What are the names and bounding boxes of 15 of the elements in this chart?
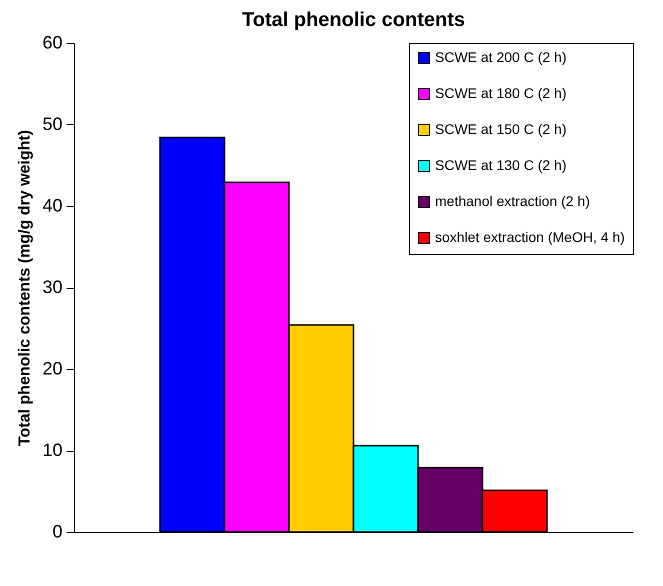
legend-label: SCWE at 130 C (2 h) xyxy=(435,157,566,173)
y-axis-title: Total phenolic contents (mg/g dry weight) xyxy=(16,130,34,446)
y-tick-label: 30 xyxy=(42,277,62,297)
legend-label: soxhlet extraction (MeOH, 4 h) xyxy=(435,229,625,245)
y-tick-label: 60 xyxy=(42,32,62,52)
legend-label: SCWE at 200 C (2 h) xyxy=(435,49,566,65)
y-tick-label: 10 xyxy=(42,440,62,460)
y-tick-label: 0 xyxy=(52,522,62,542)
legend-label: methanol extraction (2 h) xyxy=(435,193,590,209)
legend-label: SCWE at 150 C (2 h) xyxy=(435,121,566,137)
chart-title: Total phenolic contents xyxy=(242,9,465,31)
y-tick-label: 50 xyxy=(42,114,62,134)
y-tick-label: 20 xyxy=(42,358,62,378)
y-tick-label: 40 xyxy=(42,196,62,216)
legend-label: SCWE at 180 C (2 h) xyxy=(435,85,566,101)
